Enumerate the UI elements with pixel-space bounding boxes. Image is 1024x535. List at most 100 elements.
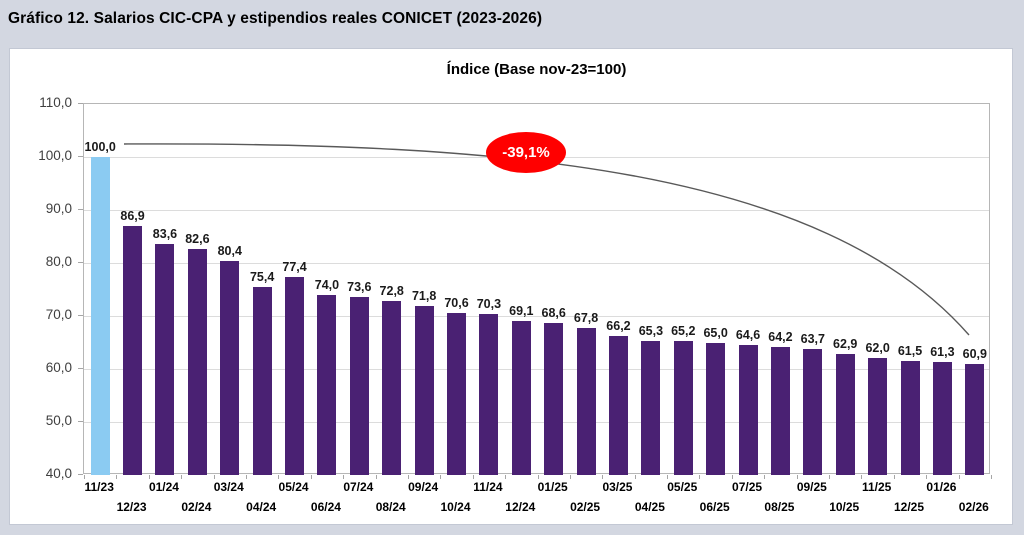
- x-axis-tick-mark: [602, 475, 604, 479]
- bar-value-label: 74,0: [314, 277, 340, 292]
- bar: [123, 226, 143, 475]
- x-tick-label: 10/24: [440, 500, 471, 514]
- bar: [414, 306, 434, 475]
- bar-value-label: 61,3: [930, 345, 955, 360]
- bar: [932, 362, 952, 475]
- x-axis-tick-mark: [991, 475, 992, 479]
- bar: [187, 249, 207, 475]
- x-tick-label: 10/25: [829, 500, 860, 514]
- plot-area: 100,0 86,9 83,6 82,6 80,4 75,4 77,4 74,0 73,6 72,…: [83, 103, 992, 479]
- x-axis-tick-mark: [634, 475, 636, 479]
- x-tick-label: 11/23: [84, 480, 114, 494]
- x-tick-label: 05/25: [667, 480, 698, 494]
- x-axis-tick-mark: [84, 475, 85, 479]
- x-tick-label: 04/24: [246, 500, 277, 514]
- x-axis-tick-mark: [245, 475, 247, 479]
- bar: [544, 323, 564, 475]
- y-axis-tick-mark: [78, 262, 83, 263]
- x-axis-tick-mark: [343, 475, 345, 479]
- bar-value-label: 82,6: [185, 232, 210, 247]
- bar: [673, 341, 693, 475]
- bar: [576, 327, 596, 475]
- bar: [608, 336, 628, 475]
- y-tick-label: 50,0: [45, 413, 72, 428]
- x-axis-tick-mark: [893, 475, 895, 479]
- bar-value-label: 65,2: [671, 324, 696, 339]
- bar-value-label: 61,5: [897, 344, 923, 359]
- x-tick-label: 01/24: [148, 480, 179, 494]
- bar-value-label: 73,6: [347, 279, 372, 294]
- x-tick-label: 08/24: [375, 500, 406, 514]
- x-tick-label: 12/24: [505, 500, 536, 514]
- x-axis-tick-mark: [440, 475, 442, 479]
- x-tick-label: 09/25: [796, 480, 827, 494]
- gridline: [84, 210, 989, 211]
- x-axis-tick-mark: [926, 475, 928, 479]
- bar-value-label: 62,0: [865, 341, 890, 356]
- y-tick-label: 90,0: [45, 201, 72, 216]
- y-tick-label: 40,0: [45, 466, 72, 481]
- bar-value-label: 60,9: [962, 347, 987, 362]
- x-tick-label: 11/24: [473, 480, 503, 494]
- bar-value-label: 62,9: [833, 336, 858, 351]
- x-tick-label: 02/25: [570, 500, 601, 514]
- y-tick-label: 80,0: [45, 254, 72, 269]
- chart-title: Índice (Base nov-23=100): [446, 61, 627, 78]
- x-tick-label: 06/25: [699, 500, 730, 514]
- x-tick-label: 06/24: [310, 500, 341, 514]
- bar-value-label: 63,7: [800, 332, 825, 347]
- bar: [447, 312, 467, 475]
- bar-value-label: 80,4: [217, 243, 242, 258]
- bar-highlighted: [90, 157, 110, 475]
- bar-value-label: 77,4: [282, 259, 307, 274]
- y-axis-tick-mark: [78, 421, 83, 422]
- bar: [900, 361, 920, 475]
- bar: [706, 342, 726, 475]
- x-tick-label: 01/26: [926, 480, 957, 494]
- bar: [220, 260, 240, 475]
- loss-badge-label: -39,1%: [502, 144, 550, 161]
- bar-value-label: 65,3: [638, 323, 664, 338]
- bar: [317, 294, 337, 475]
- x-axis-tick-mark: [829, 475, 831, 479]
- x-axis-tick-mark: [537, 475, 539, 479]
- x-tick-label: 08/25: [764, 500, 795, 514]
- bar: [965, 364, 985, 475]
- x-tick-label: 12/23: [116, 500, 147, 514]
- bar-value-label: 69,1: [509, 303, 534, 318]
- bar-value-label: 64,2: [768, 329, 793, 344]
- bar-value-label: 71,8: [411, 289, 437, 304]
- bar-value-label: 64,6: [735, 327, 761, 342]
- x-tick-label: 09/24: [408, 480, 439, 494]
- bar: [835, 353, 855, 475]
- bar: [803, 349, 823, 475]
- x-axis-tick-mark: [472, 475, 474, 479]
- x-tick-label: 03/24: [213, 480, 244, 494]
- x-tick-label: 12/25: [894, 500, 925, 514]
- x-axis-tick-mark: [310, 475, 312, 479]
- x-axis-tick-mark: [958, 475, 960, 479]
- bar: [770, 346, 790, 475]
- annotation-arrow: [123, 143, 970, 336]
- bar-value-label: 70,6: [444, 295, 469, 310]
- page-title: Gráfico 12. Salarios CIC-CPA y estipendi…: [8, 10, 543, 27]
- bar: [641, 340, 661, 475]
- gridline: [84, 316, 989, 317]
- y-axis-tick-mark: [78, 209, 83, 210]
- y-tick-label: 60,0: [45, 360, 72, 375]
- bar-value-label: 67,8: [573, 310, 599, 325]
- x-axis-tick-mark: [505, 475, 507, 479]
- x-axis-tick-mark: [699, 475, 701, 479]
- x-tick-label: 02/24: [181, 500, 212, 514]
- x-tick-label: 03/25: [602, 480, 633, 494]
- bar: [155, 243, 175, 475]
- bar-value-label: 86,9: [120, 209, 145, 224]
- x-axis-tick-mark: [569, 475, 571, 479]
- loss-badge: -39,1%: [486, 132, 566, 173]
- x-axis-tick-mark: [667, 475, 669, 479]
- x-axis-tick-mark: [861, 475, 863, 479]
- bar: [738, 344, 758, 475]
- bar-value-label: 65,0: [703, 325, 728, 340]
- x-axis-tick-mark: [278, 475, 280, 479]
- x-axis-tick-mark: [148, 475, 150, 479]
